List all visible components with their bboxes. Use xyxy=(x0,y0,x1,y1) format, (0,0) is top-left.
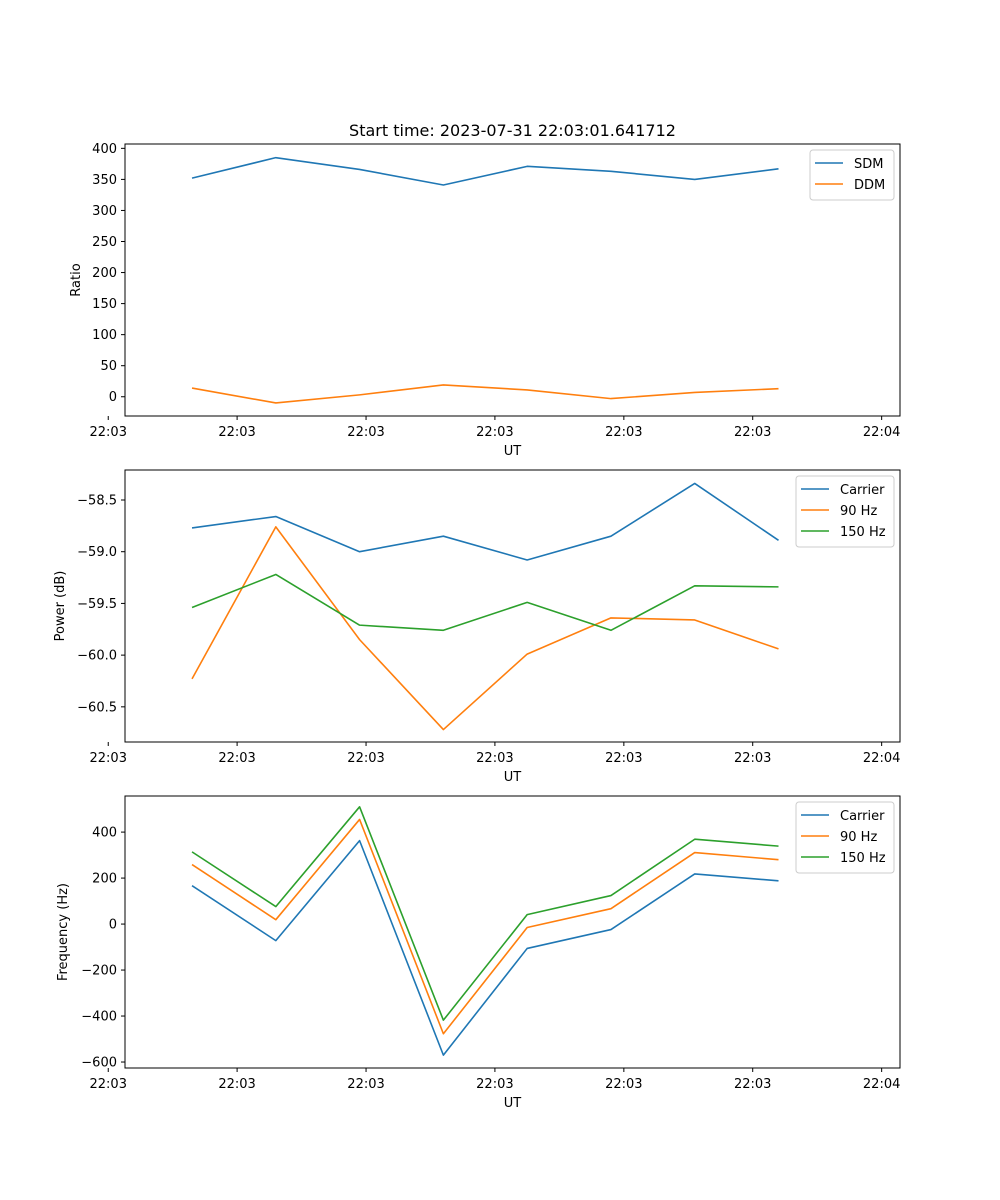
power-x-tick-label: 22:03 xyxy=(347,751,384,766)
frequency-series-150-hz xyxy=(191,806,779,1021)
frequency-y-tick-label: 0 xyxy=(109,918,117,933)
figure-title: Start time: 2023-07-31 22:03:01.641712 xyxy=(349,121,676,140)
ratio-legend-label-sdm: SDM xyxy=(854,157,883,172)
frequency-y-tick-label: −400 xyxy=(81,1010,117,1025)
ratio-x-tick-label: 22:04 xyxy=(863,425,900,440)
frequency-x-tick-label: 22:03 xyxy=(734,1077,771,1092)
ratio-axes-frame xyxy=(124,143,901,417)
ratio-y-tick-label: 300 xyxy=(92,204,117,219)
power-y-axis-label: Power (dB) xyxy=(53,571,68,642)
frequency-legend-label-150-hz: 150 Hz xyxy=(840,851,886,866)
frequency-x-tick-label: 22:04 xyxy=(863,1077,900,1092)
ratio-y-tick-label: 150 xyxy=(92,297,117,312)
frequency-legend-label-carrier: Carrier xyxy=(840,809,885,824)
frequency-y-tick-label: −600 xyxy=(81,1056,117,1071)
frequency-y-tick-label: −200 xyxy=(81,964,117,979)
ratio-y-tick-label: 0 xyxy=(109,390,117,405)
power-series-150-hz xyxy=(191,573,779,632)
power-y-tick-label: −59.5 xyxy=(77,597,117,612)
ratio-x-tick-label: 22:03 xyxy=(347,425,384,440)
power-x-tick-label: 22:03 xyxy=(605,751,642,766)
ratio-panel: 22:03 22:03 22:03 22:03 22:03 22:03 22:04 0 50 10… xyxy=(69,142,901,459)
ratio-y-axis-label: Ratio xyxy=(69,263,84,296)
power-y-tick-label: −59.0 xyxy=(77,545,117,560)
frequency-x-tick-label: 22:03 xyxy=(476,1077,513,1092)
frequency-y-axis-label: Frequency (Hz) xyxy=(56,883,71,981)
ratio-series-ddm xyxy=(191,384,779,404)
ratio-x-tick-label: 22:03 xyxy=(476,425,513,440)
ratio-y-tick-label: 100 xyxy=(92,328,117,343)
power-x-tick-label: 22:03 xyxy=(734,751,771,766)
frequency-x-tick-label: 22:03 xyxy=(218,1077,255,1092)
frequency-x-tick-label: 22:03 xyxy=(347,1077,384,1092)
power-axes-frame xyxy=(124,469,901,743)
ratio-x-tick-label: 22:03 xyxy=(734,425,771,440)
frequency-y-tick-label: 400 xyxy=(92,826,117,841)
power-legend-label-carrier: Carrier xyxy=(840,483,885,498)
frequency-legend-label-90-hz: 90 Hz xyxy=(840,830,877,845)
power-legend-box xyxy=(795,475,895,548)
frequency-series-carrier xyxy=(191,839,779,1056)
ratio-legend-label-ddm: DDM xyxy=(854,178,885,193)
ratio-y-tick-label: 400 xyxy=(92,142,117,157)
frequency-panel: 22:03 22:03 22:03 22:03 22:03 22:03 22:04 −600 −… xyxy=(56,795,901,1111)
ratio-x-tick-label: 22:03 xyxy=(218,425,255,440)
power-y-tick-label: −60.0 xyxy=(77,649,117,664)
ratio-y-tick-label: 250 xyxy=(92,235,117,250)
ratio-y-tick-label: 350 xyxy=(92,173,117,188)
power-series-carrier xyxy=(191,482,779,561)
frequency-axes-frame xyxy=(124,795,901,1069)
power-panel: 22:03 22:03 22:03 22:03 22:03 22:03 22:04 −60.5… xyxy=(53,469,901,785)
power-y-tick-label: −60.5 xyxy=(77,700,117,715)
ratio-x-tick-label: 22:03 xyxy=(90,425,127,440)
ratio-y-tick-label: 200 xyxy=(92,266,117,281)
power-x-tick-label: 22:03 xyxy=(90,751,127,766)
frequency-x-tick-label: 22:03 xyxy=(90,1077,127,1092)
power-legend-label-90-hz: 90 Hz xyxy=(840,504,877,519)
frequency-x-tick-label: 22:03 xyxy=(605,1077,642,1092)
ratio-x-tick-label: 22:03 xyxy=(605,425,642,440)
power-x-axis-label: UT xyxy=(504,770,522,785)
ratio-y-tick-label: 50 xyxy=(100,359,117,374)
power-x-tick-label: 22:03 xyxy=(218,751,255,766)
frequency-x-axis-label: UT xyxy=(504,1096,522,1111)
power-series-90-hz xyxy=(191,526,779,731)
ratio-series-sdm xyxy=(191,156,779,186)
power-x-tick-label: 22:03 xyxy=(476,751,513,766)
power-y-tick-label: −58.5 xyxy=(77,493,117,508)
frequency-series-90-hz xyxy=(191,818,779,1035)
power-legend-label-150-hz: 150 Hz xyxy=(840,525,886,540)
frequency-y-tick-label: 200 xyxy=(92,872,117,887)
ratio-x-axis-label: UT xyxy=(504,444,522,459)
frequency-legend-box xyxy=(795,801,895,874)
power-x-tick-label: 22:04 xyxy=(863,751,900,766)
